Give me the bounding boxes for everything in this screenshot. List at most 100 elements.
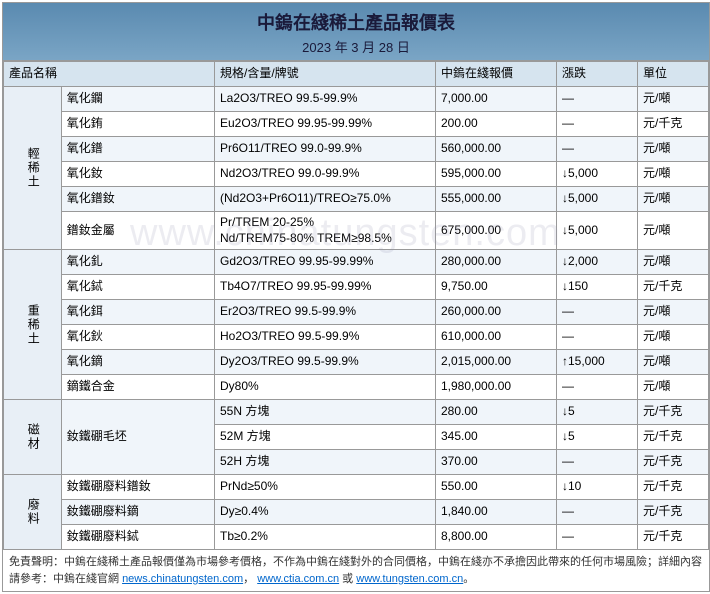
price-unit: 元/千克 — [638, 475, 709, 500]
product-spec: Dy80% — [215, 375, 436, 400]
product-price: 345.00 — [436, 425, 557, 450]
product-spec: La2O3/TREO 99.5-99.9% — [215, 87, 436, 112]
product-name: 氧化鐠釹 — [61, 187, 214, 212]
col-name: 產品名稱 — [4, 62, 215, 87]
table-row: 氧化鈥Ho2O3/TREO 99.5-99.9%610,000.00—元/噸 — [4, 325, 709, 350]
price-change: ↓5 — [557, 400, 638, 425]
link-tungsten[interactable]: www.tungsten.com.cn — [356, 573, 463, 585]
disclaimer: 免責聲明：中鎢在綫稀土產品報價僅為市場參考價格，不作為中鎢在綫對外的合同價格，中… — [3, 550, 709, 591]
price-unit: 元/噸 — [638, 250, 709, 275]
product-name: 氧化銪 — [61, 112, 214, 137]
product-name: 氧化鏑 — [61, 350, 214, 375]
col-spec: 規格/含量/牌號 — [215, 62, 436, 87]
product-name: 鐠釹金屬 — [61, 212, 214, 250]
price-change: — — [557, 112, 638, 137]
price-unit: 元/千克 — [638, 425, 709, 450]
price-change: — — [557, 300, 638, 325]
price-change: — — [557, 525, 638, 550]
price-change: — — [557, 375, 638, 400]
product-price: 610,000.00 — [436, 325, 557, 350]
price-change: — — [557, 87, 638, 112]
price-change: ↓5,000 — [557, 187, 638, 212]
table-row: 氧化鐠Pr6O11/TREO 99.0-99.9%560,000.00—元/噸 — [4, 137, 709, 162]
table-row: 重稀土氧化釓Gd2O3/TREO 99.95-99.99%280,000.00↓… — [4, 250, 709, 275]
product-price: 260,000.00 — [436, 300, 557, 325]
table-row: 氧化銪Eu2O3/TREO 99.95-99.99%200.00—元/千克 — [4, 112, 709, 137]
product-spec: Gd2O3/TREO 99.95-99.99% — [215, 250, 436, 275]
table-header: 中鎢在綫稀土產品報價表 2023 年 3 月 28 日 — [3, 3, 709, 61]
price-unit: 元/噸 — [638, 137, 709, 162]
price-unit: 元/噸 — [638, 375, 709, 400]
product-name: 氧化鐠 — [61, 137, 214, 162]
price-unit: 元/噸 — [638, 350, 709, 375]
product-name: 氧化鑭 — [61, 87, 214, 112]
product-spec: Tb4O7/TREO 99.95-99.99% — [215, 275, 436, 300]
product-price: 550.00 — [436, 475, 557, 500]
product-spec: Dy2O3/TREO 99.5-99.9% — [215, 350, 436, 375]
product-spec: Eu2O3/TREO 99.95-99.99% — [215, 112, 436, 137]
table-row: 氧化釹Nd2O3/TREO 99.0-99.9%595,000.00↓5,000… — [4, 162, 709, 187]
price-change: ↓150 — [557, 275, 638, 300]
product-name: 釹鐵硼廢料鏑 — [61, 500, 214, 525]
product-price: 1,840.00 — [436, 500, 557, 525]
price-unit: 元/千克 — [638, 500, 709, 525]
link-news[interactable]: news.chinatungsten.com — [122, 573, 243, 585]
price-unit: 元/噸 — [638, 325, 709, 350]
product-spec: Er2O3/TREO 99.5-99.9% — [215, 300, 436, 325]
product-price: 280,000.00 — [436, 250, 557, 275]
product-price: 555,000.00 — [436, 187, 557, 212]
price-table-container: 中鎢在綫稀土產品報價表 2023 年 3 月 28 日 產品名稱 規格/含量/牌… — [2, 2, 710, 592]
product-price: 1,980,000.00 — [436, 375, 557, 400]
product-spec: Ho2O3/TREO 99.5-99.9% — [215, 325, 436, 350]
table-row: 鏑鐵合金Dy80%1,980,000.00—元/噸 — [4, 375, 709, 400]
product-price: 8,800.00 — [436, 525, 557, 550]
product-spec: Nd2O3/TREO 99.0-99.9% — [215, 162, 436, 187]
product-name: 釹鐵硼廢料鋱 — [61, 525, 214, 550]
product-price: 200.00 — [436, 112, 557, 137]
price-change: ↓10 — [557, 475, 638, 500]
page-title: 中鎢在綫稀土產品報價表 — [3, 9, 709, 35]
product-name: 釹鐵硼廢料鐠釹 — [61, 475, 214, 500]
price-change: ↓5,000 — [557, 212, 638, 250]
col-unit: 單位 — [638, 62, 709, 87]
table-row: 氧化鋱Tb4O7/TREO 99.95-99.99%9,750.00↓150元/… — [4, 275, 709, 300]
product-spec: 55N 方塊 — [215, 400, 436, 425]
product-spec: Dy≥0.4% — [215, 500, 436, 525]
report-date: 2023 年 3 月 28 日 — [3, 37, 709, 56]
product-spec: 52M 方塊 — [215, 425, 436, 450]
price-change: ↓5 — [557, 425, 638, 450]
category-cell: 磁材 — [4, 400, 62, 475]
table-row: 釹鐵硼廢料鏑Dy≥0.4%1,840.00—元/千克 — [4, 500, 709, 525]
product-spec: Pr/TREM 20-25% Nd/TREM75-80% TREM≥98.5% — [215, 212, 436, 250]
table-row: 氧化鐠釹(Nd2O3+Pr6O11)/TREO≥75.0%555,000.00↓… — [4, 187, 709, 212]
price-unit: 元/千克 — [638, 275, 709, 300]
col-price: 中鎢在綫報價 — [436, 62, 557, 87]
price-unit: 元/噸 — [638, 187, 709, 212]
price-unit: 元/噸 — [638, 87, 709, 112]
header-row: 產品名稱 規格/含量/牌號 中鎢在綫報價 漲跌 單位 — [4, 62, 709, 87]
price-unit: 元/千克 — [638, 112, 709, 137]
link-ctia[interactable]: www.ctia.com.cn — [257, 573, 339, 585]
price-change: ↓2,000 — [557, 250, 638, 275]
category-cell: 輕稀土 — [4, 87, 62, 250]
product-price: 560,000.00 — [436, 137, 557, 162]
table-row: 磁材釹鐵硼毛坯55N 方塊280.00↓5元/千克 — [4, 400, 709, 425]
table-row: 鐠釹金屬Pr/TREM 20-25% Nd/TREM75-80% TREM≥98… — [4, 212, 709, 250]
product-spec: Pr6O11/TREO 99.0-99.9% — [215, 137, 436, 162]
product-name: 氧化鉺 — [61, 300, 214, 325]
product-spec: 52H 方塊 — [215, 450, 436, 475]
price-change: — — [557, 450, 638, 475]
price-change: — — [557, 137, 638, 162]
price-unit: 元/千克 — [638, 525, 709, 550]
product-name: 鏑鐵合金 — [61, 375, 214, 400]
product-name: 氧化鋱 — [61, 275, 214, 300]
col-change: 漲跌 — [557, 62, 638, 87]
price-unit: 元/千克 — [638, 450, 709, 475]
table-row: 釹鐵硼廢料鋱Tb≥0.2%8,800.00—元/千克 — [4, 525, 709, 550]
product-price: 370.00 — [436, 450, 557, 475]
product-name: 氧化釹 — [61, 162, 214, 187]
price-change: ↓5,000 — [557, 162, 638, 187]
product-name: 釹鐵硼毛坯 — [61, 400, 214, 475]
price-unit: 元/千克 — [638, 400, 709, 425]
category-cell: 廢料 — [4, 475, 62, 550]
